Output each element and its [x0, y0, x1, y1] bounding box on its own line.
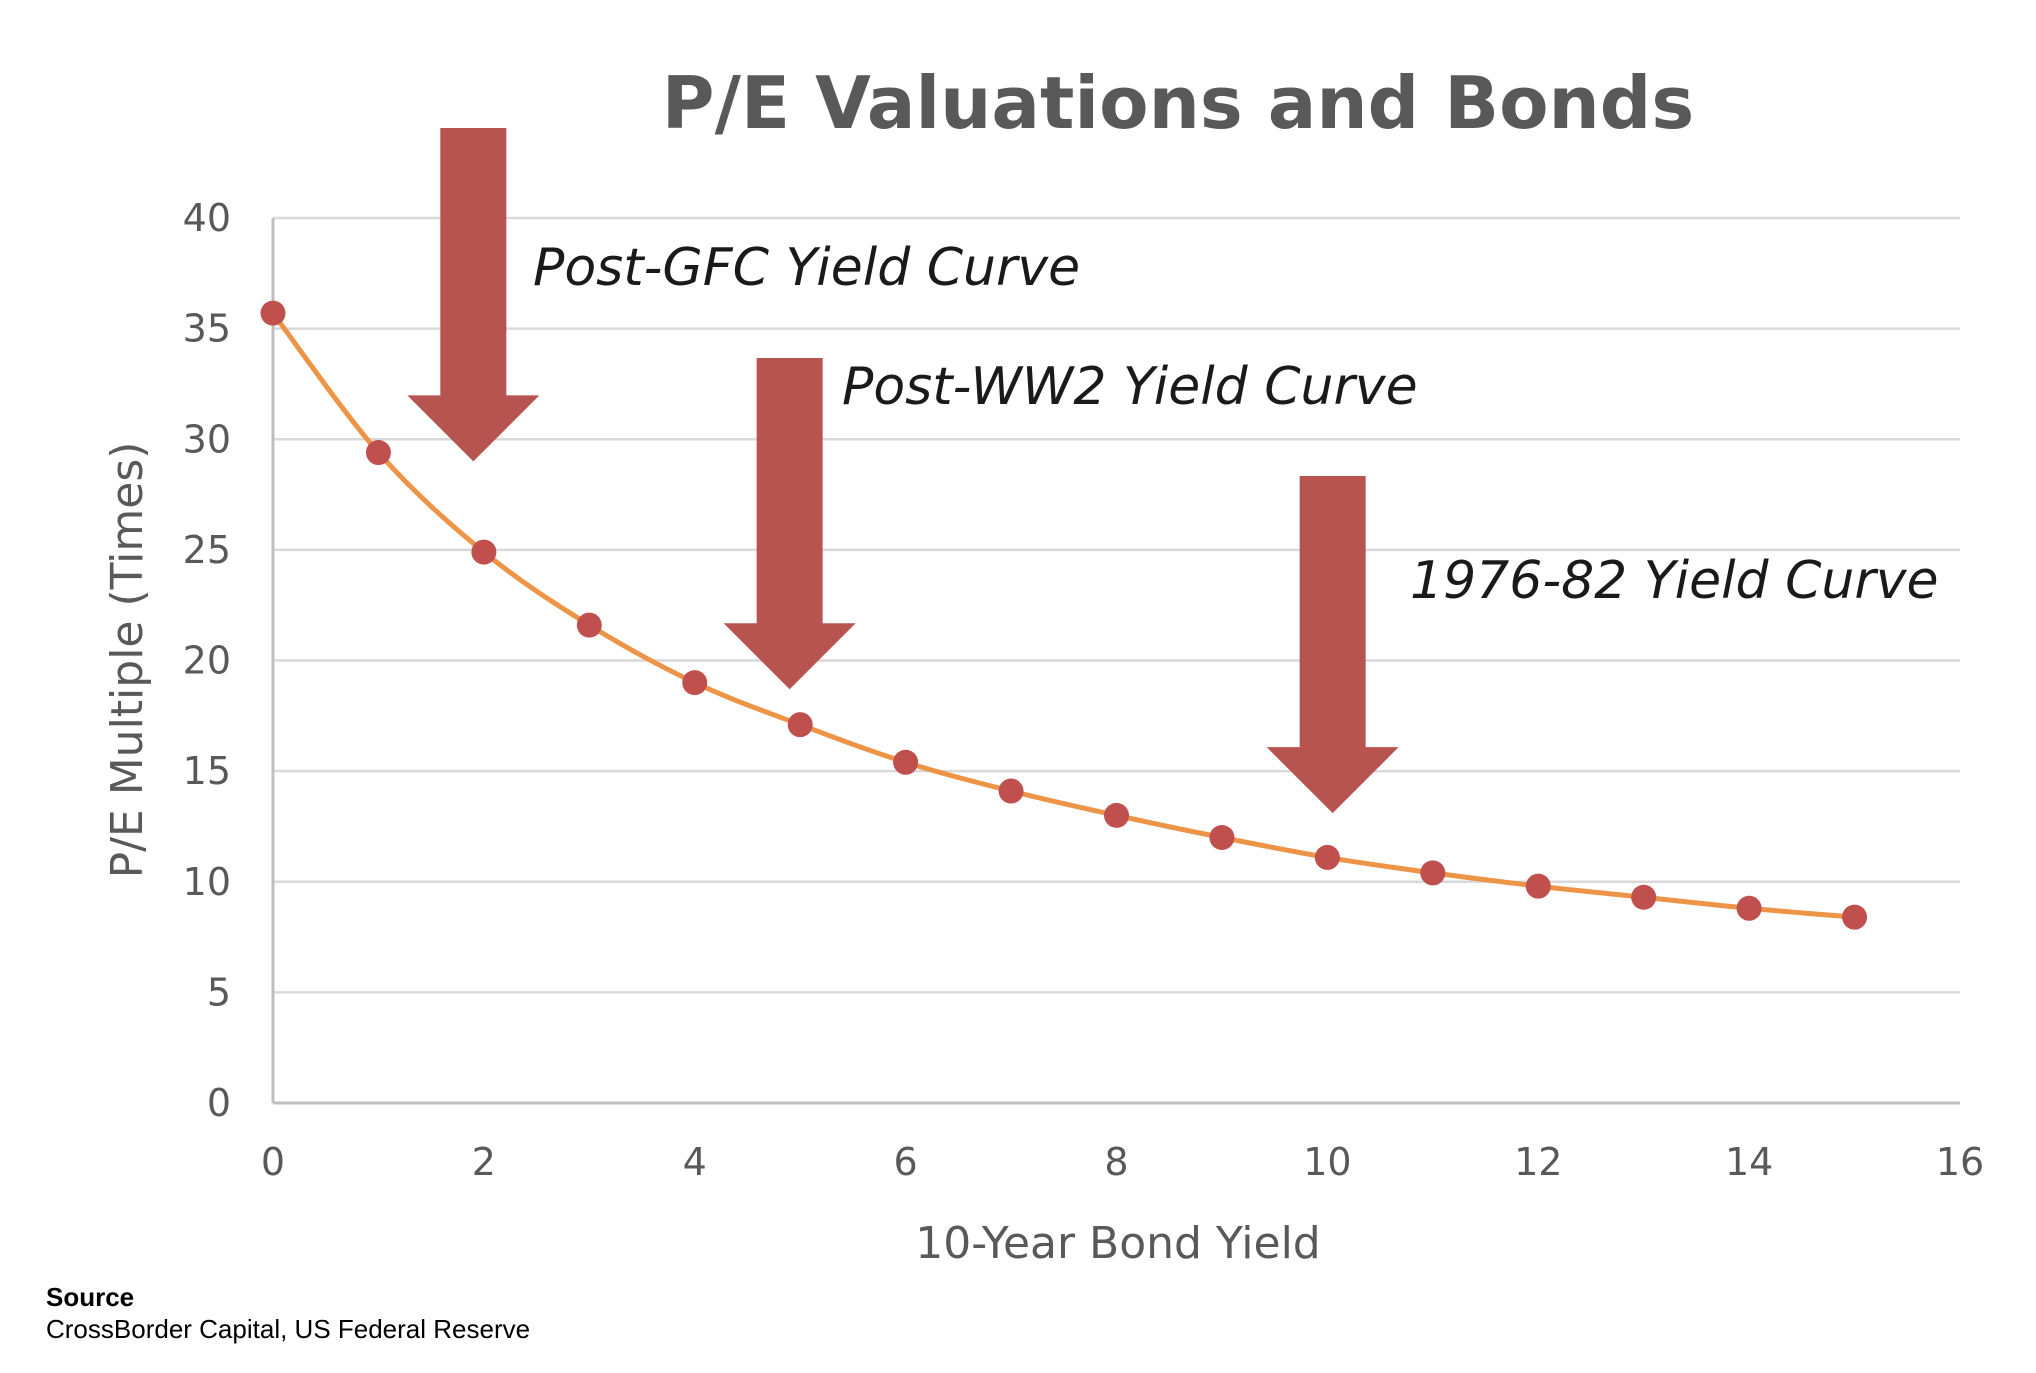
x-tick-label-0: 0: [261, 1140, 285, 1184]
data-point-14: [1736, 895, 1762, 921]
series-layer: [260, 300, 1868, 930]
data-point-8: [1104, 802, 1129, 828]
gridlines: [273, 216, 1960, 994]
x-tick-label-14: 14: [1725, 1140, 1773, 1184]
y-axis-label: P/E Multiple (Times): [102, 442, 153, 879]
data-point-7: [998, 778, 1024, 804]
data-point-2: [471, 539, 497, 565]
y-tick-label-5: 5: [207, 970, 231, 1014]
annotation-label-post-ww2: Post-WW2 Yield Curve: [842, 357, 1418, 417]
y-tick-label-15: 15: [183, 749, 231, 793]
x-tick-label-10: 10: [1303, 1140, 1351, 1184]
data-point-10: [1314, 844, 1340, 870]
y-tick-label-40: 40: [183, 196, 231, 240]
annotation-arrow-3: [1266, 476, 1399, 814]
annotation-label-post-gfc: Post-GFC Yield Curve: [533, 238, 1080, 298]
y-tick-label-0: 0: [207, 1081, 231, 1125]
x-tick-label-12: 12: [1514, 1140, 1562, 1184]
annotation-arrow-1: [407, 128, 540, 462]
x-tick-label-8: 8: [1104, 1140, 1128, 1184]
annotation-arrow-2: [723, 358, 856, 690]
source-text: CrossBorder Capital, US Federal Reserve: [46, 1314, 530, 1344]
data-point-4: [682, 670, 708, 696]
data-point-0: [260, 300, 286, 326]
data-point-13: [1631, 884, 1657, 910]
data-point-12: [1525, 873, 1551, 899]
x-tick-label-2: 2: [472, 1140, 496, 1184]
x-tick-label-4: 4: [683, 1140, 707, 1184]
data-point-5: [787, 712, 813, 738]
x-axis-label: 10-Year Bond Yield: [915, 1218, 1320, 1269]
source-heading: Source: [46, 1282, 134, 1312]
y-tick-label-10: 10: [183, 860, 231, 904]
data-point-6: [893, 749, 919, 775]
y-tick-label-20: 20: [183, 639, 231, 683]
data-point-3: [576, 612, 602, 638]
data-point-9: [1209, 825, 1235, 850]
data-point-15: [1842, 904, 1868, 930]
chart-title: P/E Valuations and Bonds: [662, 61, 1694, 145]
axes: 0 5 10 15 20 25 30 35 40 0 2 4 6 8 10 12 14 16: [183, 196, 1985, 1184]
series-line: [271, 311, 1855, 920]
y-tick-label-35: 35: [183, 307, 231, 351]
y-tick-label-30: 30: [183, 417, 231, 461]
y-tick-label-25: 25: [183, 528, 231, 572]
annotation-arrows: [407, 128, 1399, 814]
x-tick-label-6: 6: [894, 1140, 918, 1184]
data-point-11: [1420, 860, 1446, 886]
data-point-1: [365, 440, 391, 466]
annotation-label-1976-82: 1976-82 Yield Curve: [1410, 551, 1938, 611]
x-tick-label-16: 16: [1936, 1140, 1984, 1184]
